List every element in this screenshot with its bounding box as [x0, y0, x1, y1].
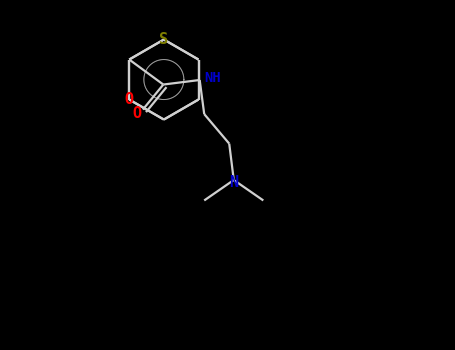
- Text: O: O: [125, 92, 134, 107]
- Text: O: O: [133, 106, 142, 121]
- Text: N: N: [229, 175, 238, 190]
- Text: NH: NH: [204, 71, 221, 85]
- Text: S: S: [159, 32, 168, 47]
